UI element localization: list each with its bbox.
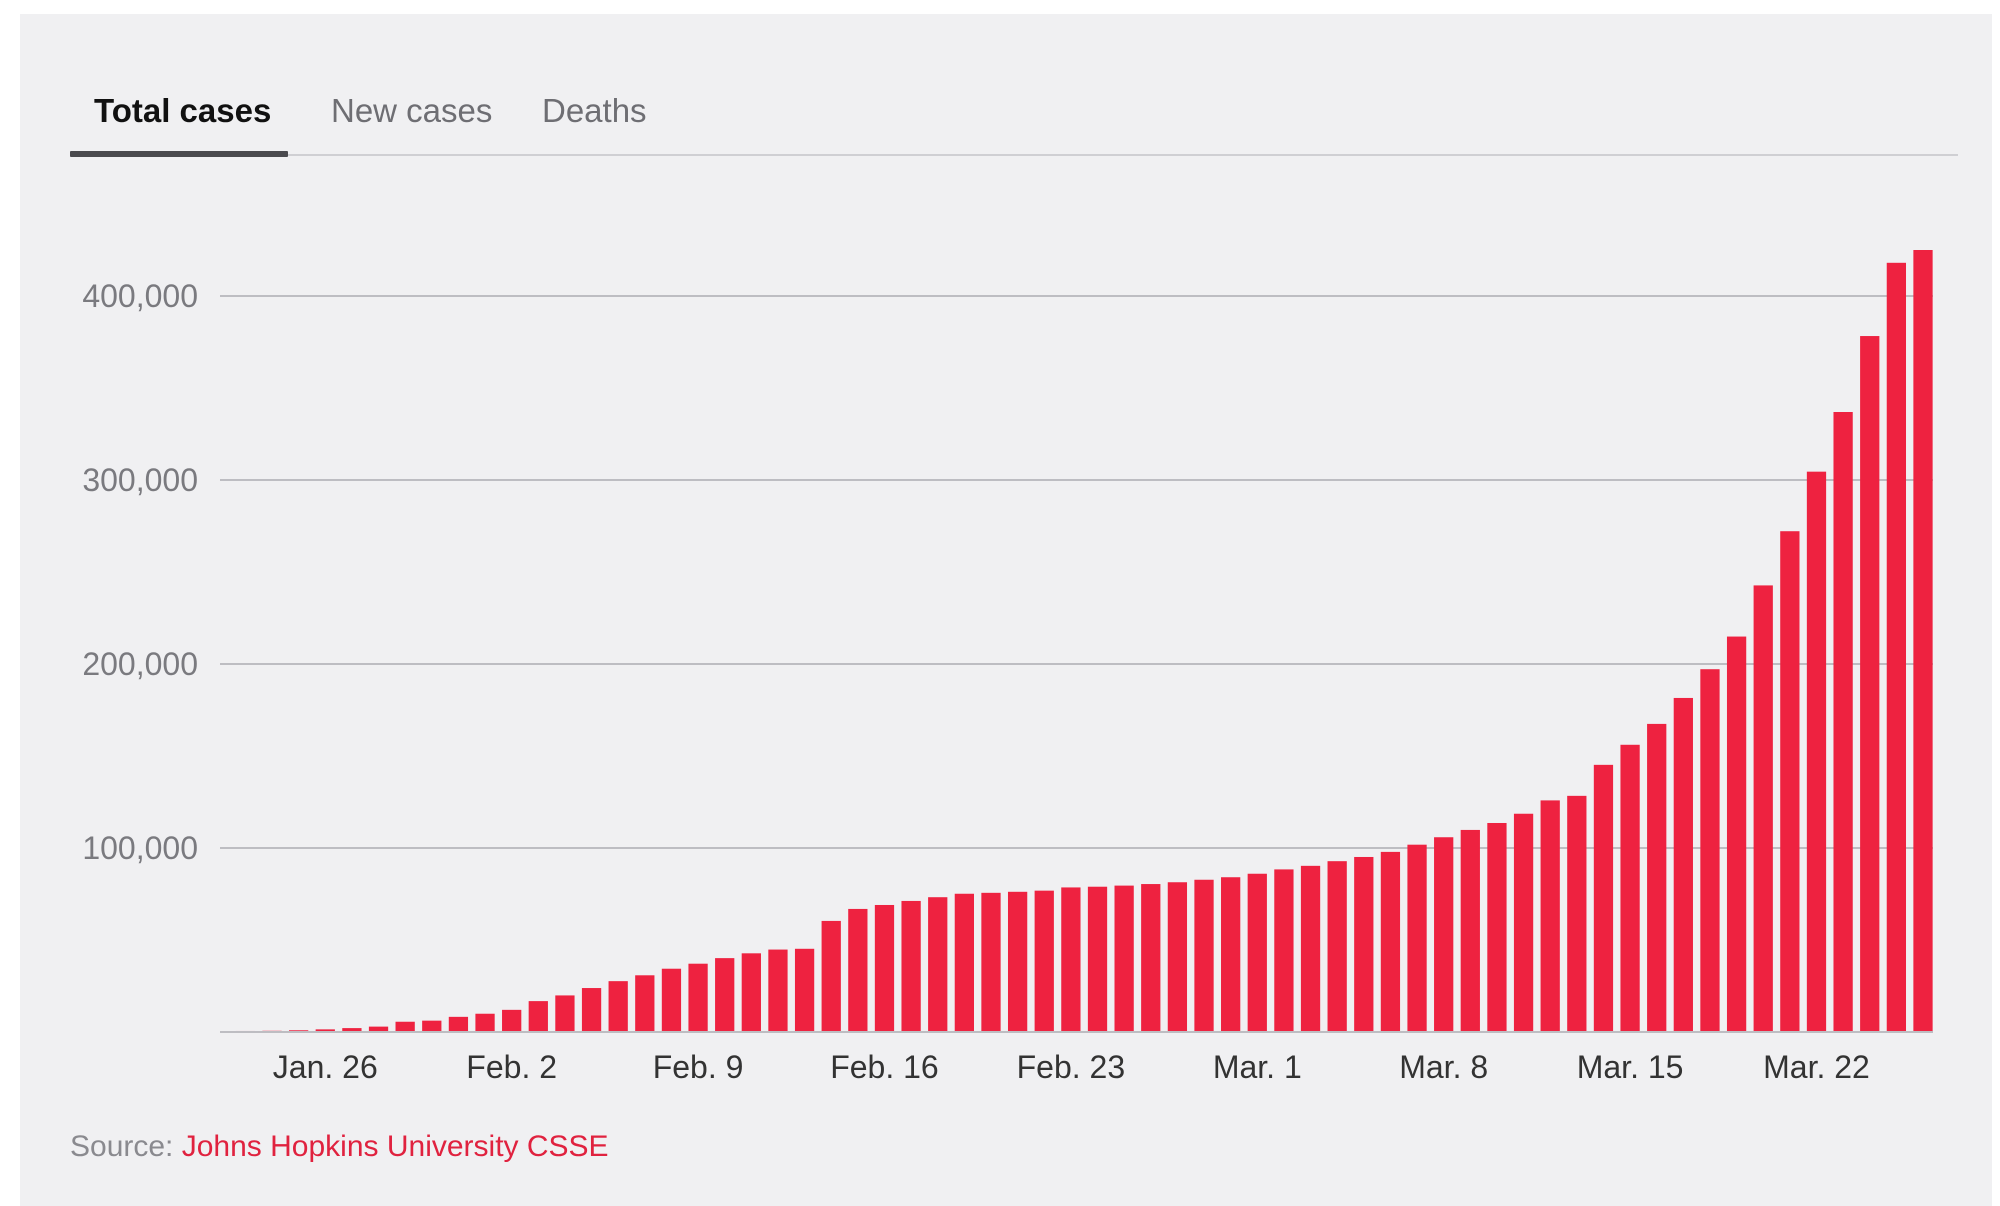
x-tick-label: Feb. 2: [466, 1049, 557, 1085]
x-tick-label: Jan. 26: [273, 1049, 378, 1085]
bar: [1407, 844, 1427, 1032]
bar: [954, 893, 974, 1032]
bar: [1673, 697, 1693, 1032]
y-tick-label: 300,000: [82, 462, 198, 498]
bar: [928, 897, 948, 1032]
bar: [1647, 723, 1667, 1032]
bar: [1860, 336, 1880, 1032]
bar: [1300, 865, 1321, 1032]
bar: [1593, 764, 1614, 1032]
bar: [395, 1021, 415, 1032]
bar: [315, 1029, 335, 1032]
bar: [1513, 813, 1534, 1032]
bar: [1034, 890, 1054, 1032]
x-tick-label: Feb. 9: [653, 1049, 744, 1085]
tab-total-cases[interactable]: Total cases: [94, 92, 272, 129]
source-link[interactable]: Johns Hopkins University CSSE: [181, 1130, 609, 1163]
bar: [1753, 585, 1773, 1032]
bar: [608, 981, 628, 1032]
bar: [1194, 879, 1214, 1032]
y-tick-label: 100,000: [82, 830, 198, 866]
x-tick-label: Mar. 1: [1213, 1049, 1302, 1085]
bar: [1567, 795, 1587, 1032]
x-tick-label: Feb. 23: [1017, 1049, 1126, 1085]
bar: [874, 904, 895, 1032]
bar: [688, 963, 708, 1032]
bar: [1327, 861, 1347, 1032]
x-tick-label: Feb. 16: [830, 1049, 939, 1085]
bar: [1780, 531, 1800, 1032]
tab-deaths[interactable]: Deaths: [542, 92, 647, 129]
bar: [901, 900, 921, 1032]
bar: [1460, 829, 1480, 1032]
bar: [661, 968, 682, 1032]
bar: [1380, 851, 1401, 1032]
bar: [1247, 873, 1267, 1032]
bar: [635, 975, 655, 1032]
chart-card: Total cases New cases Deaths 100,000 200,…: [20, 14, 1992, 1206]
bar: [1487, 822, 1507, 1032]
bar: [1221, 877, 1241, 1032]
bar: [821, 920, 841, 1032]
bar: [715, 958, 735, 1032]
bar: [1886, 262, 1907, 1032]
bar: [981, 892, 1001, 1032]
bar: [368, 1026, 389, 1032]
bar: [342, 1028, 362, 1032]
x-tick-label: Mar. 15: [1577, 1049, 1684, 1085]
tab-new-cases[interactable]: New cases: [331, 92, 493, 129]
bar: [502, 1009, 522, 1032]
bar: [1913, 250, 1933, 1032]
bar: [1061, 887, 1081, 1032]
bar: [1114, 885, 1134, 1032]
tab-bar: Total cases New cases Deaths: [70, 70, 1958, 157]
bar: [1167, 882, 1188, 1032]
bar: [1726, 636, 1747, 1032]
bar: [448, 1016, 469, 1032]
y-tick-label: 200,000: [82, 646, 198, 682]
bar: [1007, 891, 1028, 1032]
bar: [1434, 837, 1454, 1032]
bar: [768, 949, 788, 1032]
bar: [1274, 869, 1294, 1032]
bar: [555, 995, 575, 1032]
bar: [1141, 884, 1161, 1032]
x-tick-label: Mar. 8: [1399, 1049, 1488, 1085]
bar: [528, 1001, 548, 1032]
bar: [1700, 669, 1720, 1032]
bar-chart: 100,000 200,000 300,000 400,000 Jan. 26 Feb. …: [82, 250, 1933, 1085]
bar: [1354, 856, 1374, 1032]
bar: [475, 1013, 495, 1032]
x-tick-label: Mar. 22: [1763, 1049, 1870, 1085]
bar: [1806, 471, 1827, 1033]
active-tab-indicator: [70, 151, 288, 157]
bar: [422, 1020, 442, 1032]
source-prefix: Source:: [70, 1130, 174, 1163]
bar: [581, 988, 602, 1032]
bar: [741, 953, 761, 1032]
bar: [794, 948, 815, 1032]
bar: [848, 908, 868, 1032]
bar: [1540, 800, 1560, 1032]
bar: [1833, 412, 1853, 1032]
bar: [1087, 886, 1108, 1032]
bar: [1620, 744, 1640, 1032]
y-tick-label: 400,000: [82, 278, 198, 314]
source-line: Source: Johns Hopkins University CSSE: [70, 1130, 609, 1164]
